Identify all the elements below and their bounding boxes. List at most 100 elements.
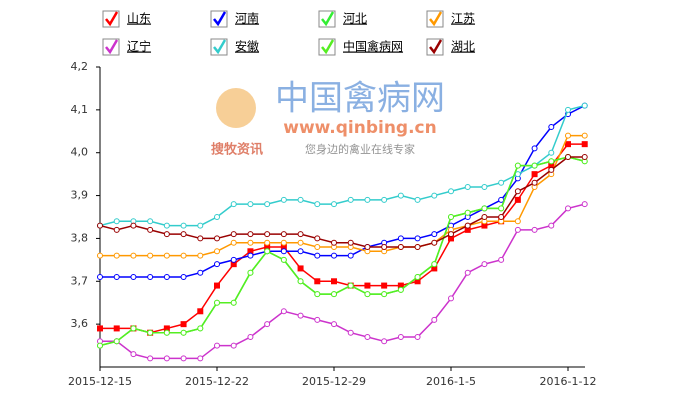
data-point <box>197 355 204 362</box>
y-tick-label: 3,8 <box>71 231 89 244</box>
data-point <box>431 239 438 246</box>
data-point <box>113 252 120 259</box>
data-point <box>280 239 287 246</box>
data-point <box>314 316 321 323</box>
data-point <box>280 308 287 315</box>
data-point <box>247 269 254 276</box>
data-point <box>548 149 555 156</box>
data-point <box>548 124 555 130</box>
data-point <box>347 252 354 259</box>
data-point <box>130 351 137 358</box>
legend-label[interactable]: 辽宁 <box>127 39 151 54</box>
data-point <box>397 244 404 250</box>
data-point <box>264 201 271 208</box>
data-point <box>331 201 337 208</box>
data-point <box>481 222 488 229</box>
data-point <box>514 196 521 203</box>
legend-label[interactable]: 河南 <box>235 11 259 26</box>
y-tick-label: 3,9 <box>71 189 89 202</box>
data-point <box>431 192 438 199</box>
legend-label[interactable]: 江苏 <box>451 12 475 26</box>
legend-check <box>105 11 119 27</box>
data-point <box>97 325 103 332</box>
legend-check <box>105 39 119 55</box>
data-point <box>364 282 371 289</box>
legend-label[interactable]: 河北 <box>343 12 367 26</box>
data-point <box>97 252 103 259</box>
legend-check <box>429 39 443 55</box>
data-point <box>498 196 505 203</box>
data-point <box>147 329 154 336</box>
data-point <box>397 334 404 340</box>
data-point <box>180 222 187 229</box>
watermark-brand: 中国禽病网 <box>275 79 445 119</box>
data-point <box>481 261 488 268</box>
data-point <box>297 196 304 203</box>
data-point <box>565 132 571 139</box>
series-line <box>100 143 585 334</box>
legend-check <box>429 11 443 27</box>
data-point <box>97 342 103 349</box>
data-point <box>581 102 588 109</box>
data-point <box>113 274 120 280</box>
data-point <box>381 282 388 289</box>
data-point <box>214 282 220 289</box>
data-point <box>448 295 454 302</box>
data-point <box>214 299 220 306</box>
data-point <box>514 171 521 178</box>
watermark-url: www.qinbing.cn <box>283 118 437 138</box>
data-point <box>414 196 421 203</box>
data-point <box>531 179 538 186</box>
data-point <box>163 325 170 332</box>
data-point <box>364 244 371 250</box>
data-point <box>448 188 454 195</box>
legend-label[interactable]: 湖北 <box>451 39 475 54</box>
data-point <box>264 239 271 246</box>
data-point <box>214 235 220 242</box>
data-point <box>264 321 271 328</box>
data-point <box>264 248 271 255</box>
data-point <box>514 188 521 195</box>
legend-check <box>321 11 335 27</box>
data-point <box>514 162 521 169</box>
data-point <box>314 244 321 250</box>
data-point <box>381 338 388 345</box>
data-point <box>331 239 337 246</box>
data-point <box>498 179 505 186</box>
data-point <box>147 218 154 225</box>
legend-label[interactable]: 安徽 <box>235 39 259 54</box>
data-point <box>347 239 354 246</box>
data-point <box>180 321 187 328</box>
data-point <box>448 235 454 242</box>
data-point <box>531 171 538 178</box>
legend-label[interactable]: 中国禽病网 <box>343 39 403 54</box>
data-point <box>464 184 471 190</box>
legend-check <box>321 39 335 55</box>
data-point <box>448 231 454 238</box>
data-point <box>565 106 571 113</box>
data-point <box>280 244 287 250</box>
data-point <box>280 256 287 263</box>
data-point <box>113 338 120 345</box>
y-tick-label: 4,1 <box>71 103 89 116</box>
data-point <box>230 256 237 263</box>
data-point <box>565 141 571 148</box>
data-point <box>381 244 388 250</box>
data-point <box>180 355 187 362</box>
data-point <box>464 209 471 216</box>
data-point <box>247 201 254 208</box>
y-tick-label: 3,7 <box>71 274 89 287</box>
legend-label[interactable]: 山东 <box>127 12 151 26</box>
x-tick-label: 2016-1-5 <box>426 375 476 388</box>
data-point <box>230 261 237 268</box>
data-point <box>297 265 304 272</box>
data-point <box>197 269 204 276</box>
data-point <box>214 342 220 349</box>
x-tick-label: 2015-12-22 <box>185 375 249 388</box>
data-point <box>581 154 588 160</box>
data-point <box>414 244 421 250</box>
data-point <box>514 218 521 225</box>
data-point <box>247 334 254 340</box>
data-point <box>464 222 471 229</box>
